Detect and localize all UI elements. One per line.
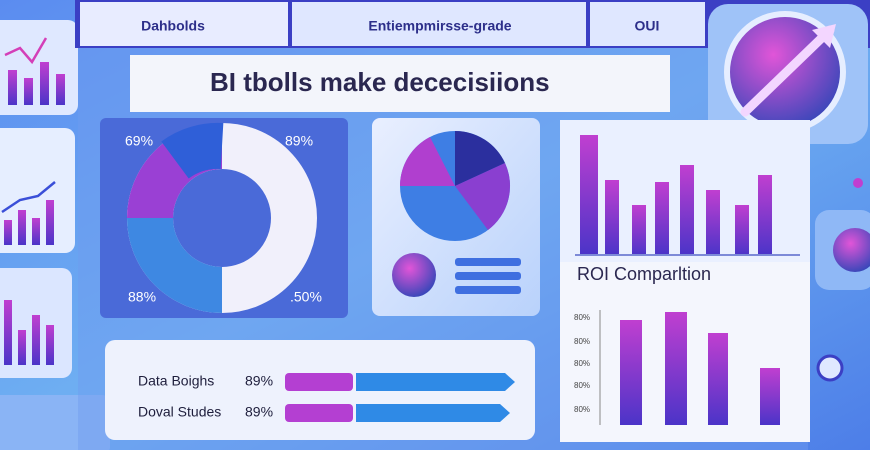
progress-bar (285, 373, 353, 391)
trend-line (4, 37, 48, 65)
nav-item[interactable]: Dahbolds (141, 18, 205, 34)
progress-bar (356, 404, 510, 422)
widget (0, 395, 110, 450)
axis-label: 80% (574, 313, 590, 322)
progress-bar (356, 373, 515, 391)
mini-bars (8, 62, 65, 105)
row-label: Doval Studes (138, 404, 221, 420)
dot (853, 178, 863, 188)
row-value: 89% (245, 373, 273, 389)
nav-tab (292, 2, 586, 46)
pie-slice (400, 137, 455, 186)
progress-bar (285, 404, 353, 422)
icon (833, 228, 870, 272)
axis-label: 80% (574, 337, 590, 346)
donut-label: 69% (125, 133, 153, 149)
nav-item[interactable]: OUI (635, 18, 660, 34)
donut-segment (127, 216, 224, 313)
panel-title: ROI Comparltion (577, 264, 711, 284)
nav-item[interactable]: Entiempmirsse-grade (368, 18, 511, 34)
donut-label: 89% (285, 133, 313, 149)
nav-tab (80, 2, 288, 46)
pie-slice (455, 163, 511, 230)
pie-slice (455, 130, 505, 186)
roi-bars (620, 312, 780, 425)
bars (580, 135, 772, 255)
row-label: Data Boighs (138, 373, 214, 389)
arrow-icon (740, 25, 835, 117)
mini-bars (4, 300, 54, 365)
arrow-head (812, 24, 836, 48)
legend-bars (455, 258, 521, 294)
axis-label: 80% (574, 381, 590, 390)
page-title: BI tbolls make dececisiions (210, 67, 550, 97)
title-panel (130, 55, 670, 112)
donut-label: 88% (128, 289, 156, 305)
donut-segment (161, 122, 224, 180)
donut-label: .50% (290, 289, 322, 305)
axis-label: 80% (574, 359, 590, 368)
pie-icon (392, 253, 436, 297)
icon[interactable] (816, 354, 844, 382)
nav-tab (590, 2, 705, 46)
mini-bars (4, 200, 54, 245)
trend-line (1, 181, 56, 214)
axis-label: 80% (574, 405, 590, 414)
row-value: 89% (245, 404, 273, 420)
